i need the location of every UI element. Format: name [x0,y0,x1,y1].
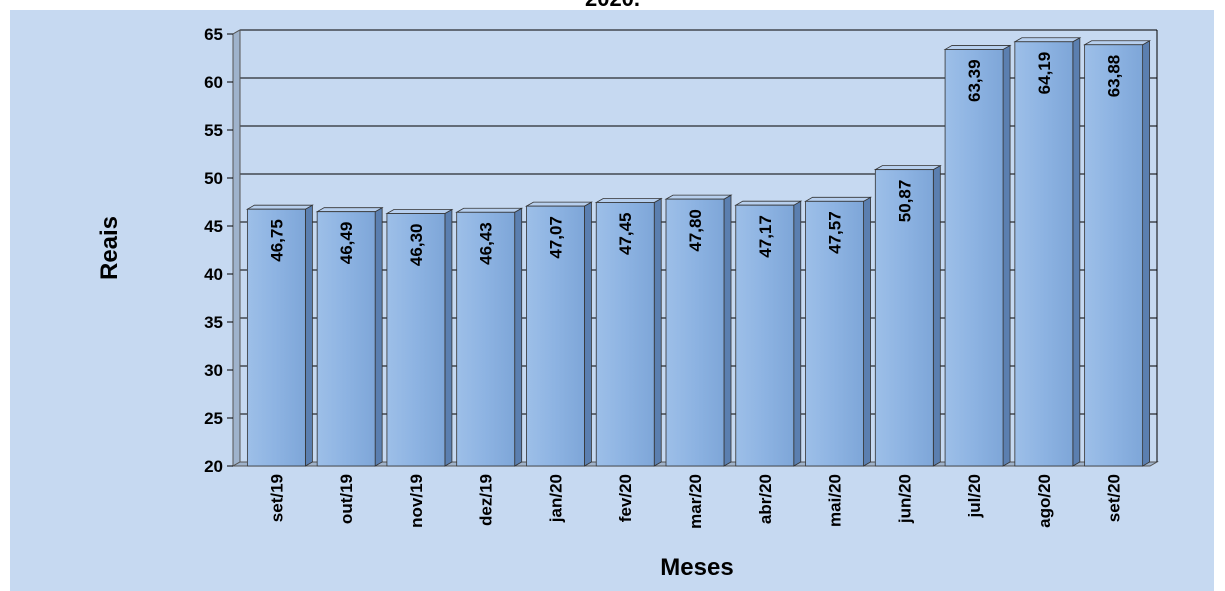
x-tick-label: out/19 [337,474,356,524]
x-tick-label: set/19 [267,474,286,522]
data-label: 46,75 [267,219,286,262]
bar [526,205,585,467]
bar [456,211,516,467]
data-label: 47,17 [756,215,775,258]
bar-side [444,208,453,467]
bar-top [734,200,803,206]
x-tick-label: jun/20 [895,474,914,524]
bar [1014,41,1074,467]
x-tick-label: dez/19 [477,474,496,526]
x-axis-title: Meses [660,554,733,581]
bar-side [584,201,592,467]
bar-top [315,207,384,213]
bar [1084,44,1144,467]
bar-side [723,194,732,467]
bar-top [594,198,663,203]
data-label: 47,45 [616,212,635,255]
y-tick-label: 45 [204,217,223,236]
bar-side [793,200,802,467]
data-label: 64,19 [1035,52,1054,95]
y-tick-label: 30 [204,361,223,380]
bar [316,211,376,467]
bar-top [943,45,1012,50]
x-tick-label: nov/19 [407,474,426,528]
data-label: 46,49 [337,222,356,265]
bar [805,200,864,467]
data-label: 63,39 [965,59,984,102]
bar-top [1013,37,1082,43]
bar-top [873,165,942,171]
bar-side [304,204,313,467]
bar [735,204,795,467]
bar-side [932,164,941,467]
bar-top [245,204,314,210]
bar [386,213,446,467]
bar-side [863,196,871,467]
y-tick-label: 60 [204,73,223,92]
x-tick-label: jan/20 [546,474,565,523]
y-tick-label: 40 [204,265,223,284]
bar-side [1142,40,1151,467]
bar-side [1072,37,1081,467]
bar-top [804,196,873,202]
data-label: 47,80 [686,209,705,252]
y-tick-label: 25 [204,409,223,428]
bar-side [1002,44,1011,467]
bar [665,198,725,467]
bars [245,37,1152,467]
y-tick-label: 65 [204,25,223,44]
y-tick-label: 20 [204,457,223,476]
x-tick-label: fev/20 [616,474,635,522]
data-label: 63,88 [1105,55,1124,98]
bar-side [374,207,383,467]
bar-top [664,194,733,200]
x-tick-label: abr/20 [756,474,775,524]
data-label: 46,43 [477,222,496,265]
x-tick-label: mai/20 [826,474,845,527]
x-tick-label: jul/20 [965,474,984,518]
bar-top [524,201,593,207]
bar-top [1083,40,1152,46]
data-label: 47,07 [546,216,565,259]
data-label: 50,87 [895,180,914,223]
bar [944,49,1004,467]
y-axis-title: Reais [96,216,123,280]
side-wall [232,29,241,467]
bar-top [385,209,454,214]
bar [595,202,655,467]
y-tick-label: 35 [204,313,223,332]
labels: 46,75 set/19 46,49 out/19 46,30 nov/19 46,43 de… [267,52,1123,529]
bar [246,208,306,467]
x-tick-label: ago/20 [1035,474,1054,528]
y-tick-label: 55 [204,121,223,140]
bar [874,169,934,467]
data-label: 46,30 [407,224,426,267]
x-tick-label: set/20 [1105,474,1124,522]
y-tick-label: 50 [204,169,223,188]
x-tick-label: mar/20 [686,474,705,529]
bar-top [455,207,524,213]
bar-side [653,197,662,467]
bar-side [514,207,523,467]
data-label: 47,57 [826,211,845,254]
chart-title: 2020. [0,0,1225,12]
